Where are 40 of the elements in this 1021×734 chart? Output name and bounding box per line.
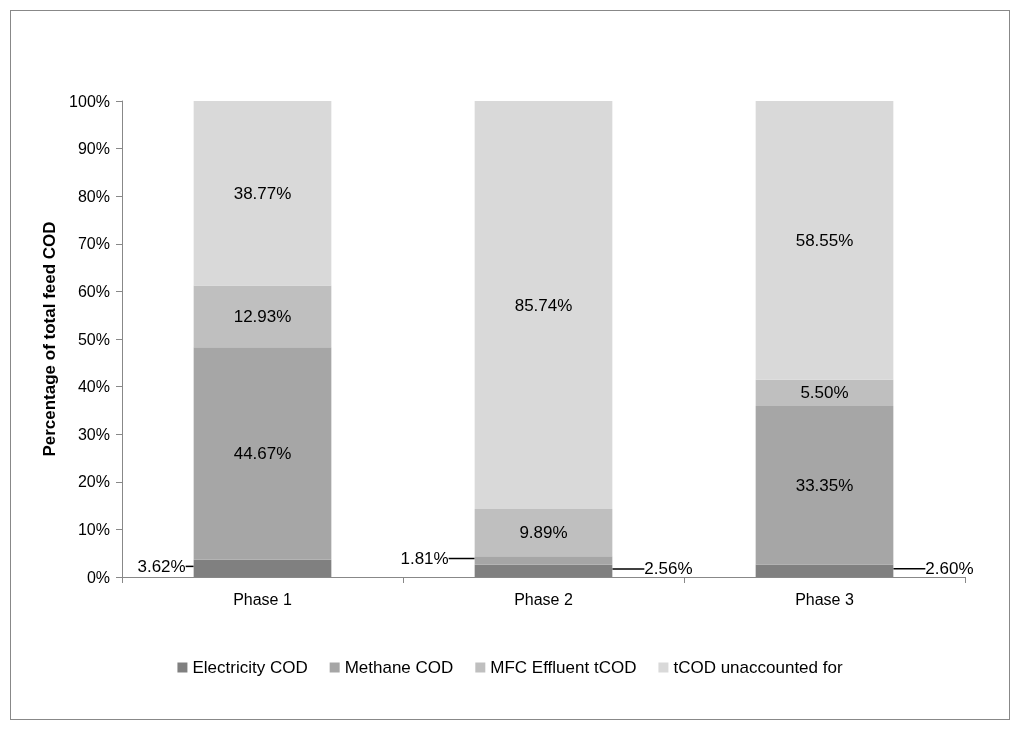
y-tick-label: 20%	[77, 473, 110, 491]
bar	[193, 101, 332, 286]
data-label: 33.35%	[795, 475, 854, 495]
y-tick-label: 0%	[86, 568, 110, 586]
data-label: 3.62%	[137, 556, 186, 576]
y-tick-label: 90%	[77, 140, 110, 158]
bar	[755, 379, 894, 406]
y-tick-label: 60%	[77, 282, 110, 300]
bar	[193, 347, 332, 560]
legend-label: tCOD unaccounted for	[673, 658, 843, 677]
legend-label: Electricity COD	[192, 658, 308, 677]
x-tick-label: Phase 2	[514, 590, 573, 608]
bar	[193, 285, 332, 348]
bar	[474, 556, 613, 565]
y-tick-label: 100%	[69, 92, 110, 110]
data-label: 5.50%	[800, 383, 849, 403]
legend-label: MFC Effluent tCOD	[490, 658, 637, 677]
data-label: 12.93%	[233, 306, 292, 326]
x-tick-label: Phase 1	[233, 590, 292, 608]
data-label: 38.77%	[233, 183, 292, 203]
data-label: 2.60%	[925, 559, 974, 579]
data-label: 2.56%	[644, 559, 693, 579]
bar	[474, 509, 613, 557]
y-tick-label: 10%	[77, 520, 110, 538]
y-tick-label: 70%	[77, 235, 110, 253]
legend-label: Methane COD	[344, 658, 454, 677]
x-tick-label: Phase 3	[795, 590, 854, 608]
data-label: 58.55%	[795, 230, 854, 250]
data-label: 9.89%	[519, 523, 568, 543]
bar	[755, 101, 894, 380]
y-tick-label: 30%	[77, 425, 110, 443]
bar	[474, 101, 613, 510]
bar	[755, 405, 894, 565]
data-label: 85.74%	[514, 295, 573, 315]
y-tick-label: 40%	[77, 378, 110, 396]
data-label: 44.67%	[233, 443, 292, 463]
y-tick-label: 80%	[77, 187, 110, 205]
y-tick-label: 50%	[77, 330, 110, 348]
data-label: 1.81%	[400, 549, 449, 569]
y-axis-title: Percentage of total feed COD	[40, 221, 59, 457]
